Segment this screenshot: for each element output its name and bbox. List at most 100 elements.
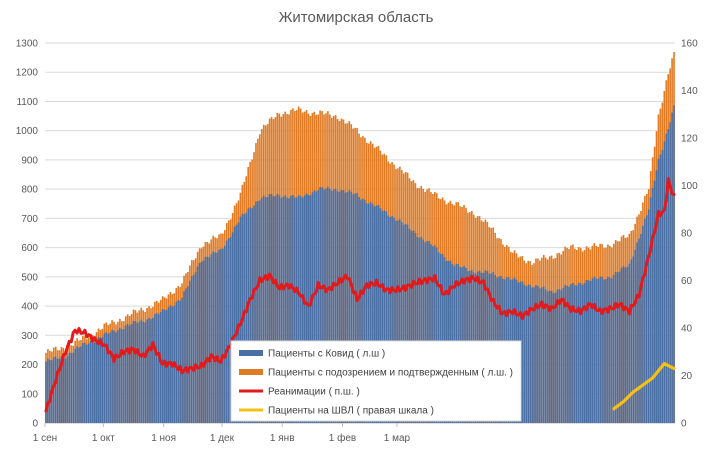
covid-bar xyxy=(572,282,574,423)
covid-bar xyxy=(286,197,288,423)
covid-bar xyxy=(177,300,180,423)
legend-label: Пациенты с Ковид ( л.ш ) xyxy=(268,349,385,360)
covid-bar xyxy=(400,222,403,423)
covid-bar xyxy=(597,278,600,423)
series-lines xyxy=(44,177,676,413)
covid-bar xyxy=(620,267,623,423)
covid-bar xyxy=(575,285,578,423)
covid-bar xyxy=(330,190,333,423)
covid-bar xyxy=(142,321,145,423)
covid-bar xyxy=(599,276,601,423)
covid-bar xyxy=(408,228,411,423)
left-tick-label: 1000 xyxy=(16,126,39,137)
x-tick-label: 1 сен xyxy=(33,433,57,444)
covid-bar xyxy=(616,272,619,423)
covid-bar xyxy=(406,224,409,423)
covid-bar xyxy=(117,330,119,423)
covid-bar xyxy=(144,322,146,423)
covid-bar xyxy=(138,321,141,423)
covid-bar xyxy=(556,289,559,423)
covid-bar xyxy=(350,191,353,423)
legend-swatch xyxy=(239,369,263,375)
covid-bar xyxy=(126,324,129,423)
covid-bar xyxy=(612,275,615,423)
covid-bar xyxy=(340,189,343,423)
left-tick-label: 1200 xyxy=(16,68,39,79)
x-tick-label: 1 янв xyxy=(270,433,295,444)
covid-bar xyxy=(389,217,391,423)
covid-bar xyxy=(99,337,102,423)
covid-bar xyxy=(185,288,187,423)
covid-bar xyxy=(295,197,298,423)
covid-bar xyxy=(593,276,596,423)
covid-bar xyxy=(373,206,376,423)
covid-bar xyxy=(284,195,286,423)
covid-bar xyxy=(64,358,67,423)
left-axis-ticks: 0 100 200 300 400 500 600 700 800 900 1000 1100 1200… xyxy=(16,39,39,430)
covid-bar xyxy=(432,246,434,423)
covid-bar xyxy=(280,197,283,423)
covid-bar xyxy=(548,290,551,423)
covid-bar xyxy=(585,279,588,423)
right-tick-label: 0 xyxy=(681,419,687,430)
covid-bar xyxy=(194,272,197,423)
covid-bar xyxy=(397,220,399,423)
covid-bar xyxy=(354,193,356,423)
covid-bar xyxy=(583,283,586,423)
covid-bar xyxy=(428,240,430,423)
covid-bar xyxy=(274,195,277,423)
covid-bar xyxy=(329,188,331,423)
covid-bar xyxy=(235,224,238,423)
covid-bar xyxy=(222,248,224,423)
covid-bar xyxy=(183,291,185,423)
covid-bar xyxy=(299,195,302,423)
covid-bar xyxy=(45,361,47,423)
covid-bar xyxy=(539,288,541,423)
covid-bar xyxy=(531,287,533,423)
covid-bar xyxy=(249,207,251,423)
covid-bar xyxy=(130,324,133,423)
covid-bar xyxy=(179,300,181,423)
icu-line xyxy=(44,177,676,413)
left-tick-label: 900 xyxy=(21,155,38,166)
covid-bar xyxy=(523,284,526,423)
covid-bar xyxy=(294,197,296,423)
covid-bar xyxy=(609,277,611,423)
covid-bar xyxy=(525,286,528,423)
right-tick-label: 40 xyxy=(681,324,693,335)
covid-bar xyxy=(418,237,421,423)
legend: Пациенты с Ковид ( л.ш ) Пациенты с подоз… xyxy=(230,340,522,422)
covid-bar xyxy=(334,188,337,423)
covid-bar xyxy=(673,105,675,423)
covid-bar xyxy=(276,193,279,423)
covid-bar xyxy=(430,244,432,423)
covid-bar xyxy=(262,195,265,423)
covid-bar xyxy=(175,301,178,423)
covid-bar xyxy=(311,192,314,423)
covid-bar xyxy=(187,286,189,423)
right-tick-label: 100 xyxy=(681,181,698,192)
covid-bar xyxy=(434,245,436,423)
covid-bar xyxy=(315,191,318,423)
covid-bar xyxy=(402,224,405,423)
covid-bar xyxy=(119,327,121,423)
covid-bar xyxy=(636,242,638,423)
right-tick-label: 120 xyxy=(681,134,698,145)
covid-bar xyxy=(622,266,625,423)
covid-bar xyxy=(323,189,325,423)
covid-bar xyxy=(587,280,590,423)
covid-bar xyxy=(544,289,547,423)
legend-swatch xyxy=(239,350,263,356)
covid-bar xyxy=(68,352,71,423)
covid-bar xyxy=(535,284,537,423)
left-tick-label: 200 xyxy=(21,360,38,371)
x-tick-label: 1 фев xyxy=(329,432,356,444)
covid-bar xyxy=(309,195,312,423)
covid-bar xyxy=(667,129,670,423)
left-tick-label: 1300 xyxy=(16,39,39,50)
covid-bar xyxy=(644,218,646,423)
covid-bar xyxy=(198,262,201,423)
covid-bar xyxy=(601,276,603,423)
covid-bar xyxy=(62,356,65,423)
left-tick-label: 600 xyxy=(21,243,38,254)
